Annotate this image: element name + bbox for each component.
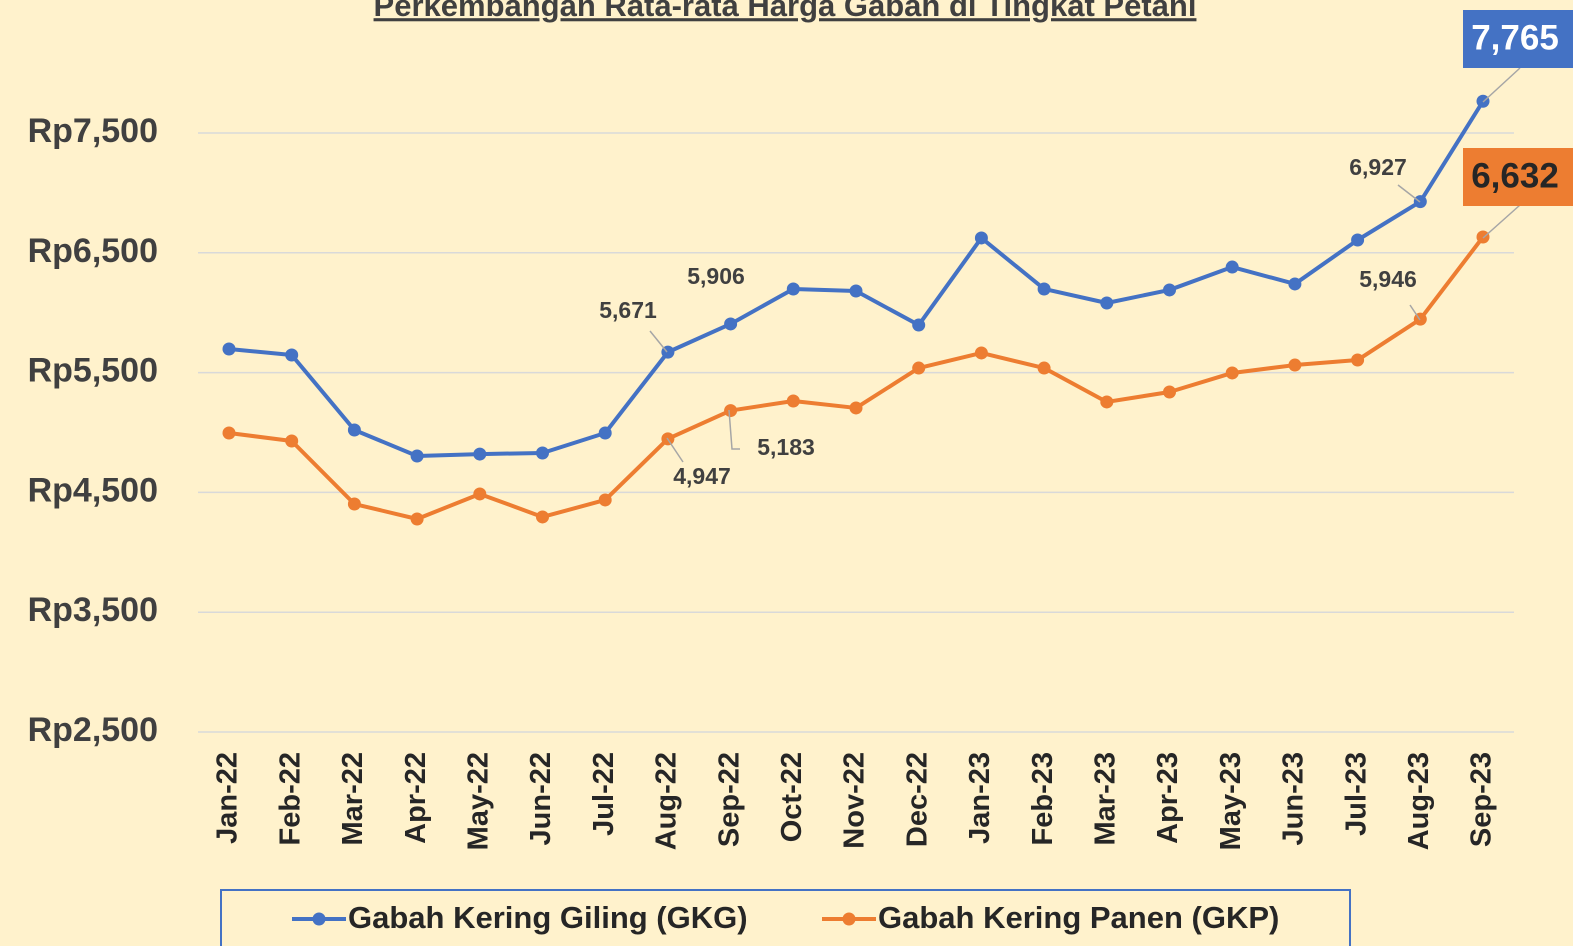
x-tick-label: Oct-22 [776, 752, 808, 842]
x-tick-label: May-22 [462, 752, 494, 850]
y-tick-label: Rp5,500 [28, 352, 158, 390]
x-tick-label: Jun-23 [1278, 752, 1310, 845]
y-tick-label: Rp6,500 [28, 232, 158, 270]
y-tick-label: Rp4,500 [28, 471, 158, 509]
data-point [849, 401, 863, 415]
data-point [974, 231, 988, 245]
leader-line [1397, 184, 1421, 203]
data-point [1288, 358, 1302, 372]
y-tick-label: Rp7,500 [28, 112, 158, 150]
data-point [786, 394, 800, 408]
data-point [410, 449, 424, 463]
y-tick-label: Rp3,500 [28, 591, 158, 629]
legend-box [220, 889, 1351, 946]
x-tick-label: Nov-22 [839, 752, 871, 849]
data-point [912, 361, 926, 375]
data-point [1351, 353, 1365, 367]
data-label: 4,947 [673, 463, 731, 489]
data-label: 6,927 [1349, 154, 1407, 180]
x-tick-label: Aug-22 [651, 752, 683, 850]
x-tick-label: Dec-22 [901, 752, 933, 847]
x-tick-label: Mar-22 [337, 752, 369, 846]
data-point [912, 318, 926, 332]
data-label: 6,632 [1471, 156, 1559, 195]
leader-line [728, 409, 740, 450]
x-tick-label: Apr-23 [1152, 752, 1184, 844]
data-point [974, 346, 988, 360]
x-tick-label: Jul-23 [1340, 752, 1372, 836]
data-point [473, 447, 487, 461]
data-point [1100, 395, 1114, 409]
data-point [1476, 230, 1490, 244]
data-point [1351, 233, 1365, 247]
data-label-box [1463, 148, 1573, 206]
data-label: 5,671 [599, 297, 657, 323]
data-point [724, 317, 738, 331]
data-point [222, 342, 236, 356]
chart-title: Perkembangan Rata-rata Harga Gabah di Ti… [374, 0, 1197, 23]
data-point [536, 510, 549, 524]
data-point [849, 284, 863, 298]
x-tick-label: Sep-22 [713, 752, 745, 847]
x-tick-label: Sep-23 [1466, 752, 1498, 847]
x-tick-label: Feb-22 [274, 752, 306, 845]
data-point [536, 446, 549, 460]
legend-marker [312, 912, 326, 926]
data-point [410, 512, 424, 526]
data-point [598, 493, 612, 507]
legend-marker [842, 912, 856, 926]
leader-line [1409, 304, 1421, 321]
y-tick-label: Rp2,500 [28, 711, 158, 749]
data-point [347, 497, 361, 511]
x-tick-label: Apr-22 [400, 752, 432, 844]
x-tick-label: May-23 [1215, 752, 1247, 850]
data-point [473, 487, 487, 501]
data-point [1225, 260, 1239, 274]
data-point [1163, 385, 1176, 399]
data-point [285, 348, 299, 362]
legend-label: Gabah Kering Panen (GKP) [878, 900, 1279, 935]
data-point [1413, 195, 1427, 209]
data-label: 5,906 [687, 263, 745, 289]
data-point [1037, 282, 1051, 296]
data-point [1288, 277, 1302, 291]
x-tick-label: Jul-22 [588, 752, 620, 836]
x-tick-label: Jun-22 [525, 752, 557, 845]
legend-label: Gabah Kering Giling (GKG) [348, 900, 748, 935]
data-point [1225, 366, 1239, 380]
leader-line [666, 437, 684, 463]
data-label: 5,183 [757, 434, 815, 460]
data-point [1100, 296, 1114, 310]
x-tick-label: Jan-22 [212, 752, 244, 844]
x-tick-label: Mar-23 [1089, 752, 1121, 846]
x-tick-label: Aug-23 [1403, 752, 1435, 850]
data-point [347, 423, 361, 437]
data-label: 7,765 [1471, 18, 1559, 57]
data-point [1037, 361, 1051, 375]
leader-line [649, 330, 668, 353]
leader-line [1482, 204, 1521, 239]
data-point [1163, 283, 1176, 297]
data-point [285, 434, 299, 448]
data-point [222, 426, 236, 440]
leader-line [1482, 67, 1521, 103]
data-point [724, 404, 738, 418]
data-label-box [1463, 10, 1573, 68]
data-point [786, 282, 800, 296]
data-point [598, 426, 612, 440]
x-tick-label: Feb-23 [1027, 752, 1059, 845]
x-tick-label: Jan-23 [964, 752, 996, 844]
data-label: 5,946 [1359, 266, 1417, 292]
